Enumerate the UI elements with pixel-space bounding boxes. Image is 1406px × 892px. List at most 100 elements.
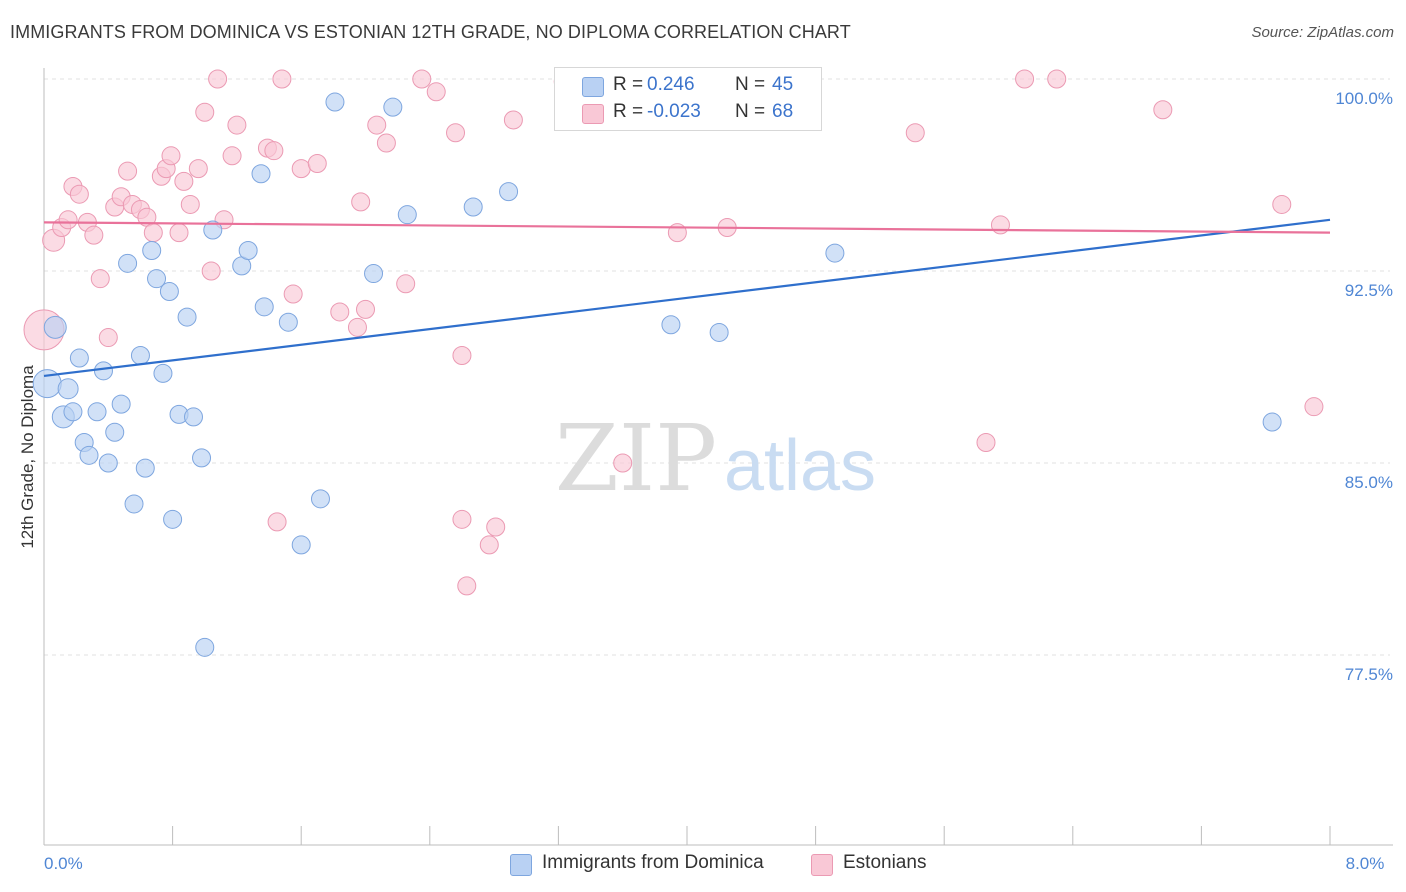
dominica-point [87,402,107,422]
estonians-point [174,171,194,191]
estonians-point [446,123,466,143]
estonians-point [84,225,104,245]
dominica-point [195,637,215,657]
estonians-point [180,194,200,214]
estonians-point [396,274,416,294]
chart-title: IMMIGRANTS FROM DOMINICA VS ESTONIAN 12T… [10,22,851,42]
estonians-point [452,509,472,529]
estonians-point [264,141,284,161]
dominica-point [397,205,417,225]
dominica-point [463,197,483,217]
estonians-point [503,110,523,130]
legend-r-value: 0.246 [647,74,695,95]
estonians-point [222,146,242,166]
dominica-point [383,97,403,117]
legend-r-label: R = [613,101,644,122]
dominica-point [291,535,311,555]
legend-n-value: 68 [772,101,794,122]
legend-row-dominica: R = 0.246 N = 45 [555,74,821,100]
y-tick-label: 85.0% [1345,473,1393,492]
legend-swatch-pink [811,854,833,876]
x-tick-label: 8.0% [1346,854,1385,873]
dominica-trend-line [43,218,1331,378]
estonians-point [208,69,228,89]
dominica-point [130,345,150,365]
y-tick-label: 77.5% [1345,665,1393,684]
dominica-point [499,182,519,202]
legend-n-value: 45 [772,74,794,95]
x-tick-label: 0.0% [44,854,83,873]
estonians-point [267,512,287,532]
dominica-point [63,402,83,422]
trend-layer [43,218,1331,378]
y-tick-label: 92.5% [1345,281,1393,300]
estonians-point [90,269,110,289]
estonians-point [283,284,303,304]
estonians-point [69,184,89,204]
estonians-point [905,123,925,143]
estonians-point [367,115,387,135]
axes [43,68,1393,846]
dominica-point [118,253,138,273]
dominica-point [159,281,179,301]
dominica-point [69,348,89,368]
dominica-point [364,264,384,284]
estonians-point [486,517,506,537]
dominica-point [709,322,729,342]
dominica-point [661,315,681,335]
legend-r-value: -0.023 [647,101,701,122]
estonians-point [412,69,432,89]
estonians-point [307,153,327,173]
dominica-point [177,307,197,327]
dominica-point [203,220,223,240]
estonians-point [479,535,499,555]
dominica-point [135,458,155,478]
estonians-point [169,223,189,243]
estonians-point [351,192,371,212]
estonians-point [376,133,396,153]
legend-n-label: N = [735,101,766,122]
legend-swatch-blue [582,77,604,97]
legend-label: Immigrants from Dominica [542,852,764,873]
watermark-zip: ZIP [555,405,717,512]
dominica-point [163,509,183,529]
dominica-point [57,378,79,400]
estonians-point [457,576,477,596]
dominica-point [93,361,113,381]
dominica-point [254,297,274,317]
source-credit: Source: ZipAtlas.com [1251,24,1394,41]
estonians-point [1304,397,1324,417]
dominica-point [825,243,845,263]
dominica-point [310,489,330,509]
estonians-point [1153,100,1173,120]
dominica-point [43,315,67,339]
estonians-trend-line [43,221,1331,234]
estonians-point [143,223,163,243]
estonians-point [330,302,350,322]
estonians-point [1272,194,1292,214]
dominica-point [153,363,173,383]
estonians-point [227,115,247,135]
estonians-point [976,433,996,453]
estonians-point [1015,69,1035,89]
stats-legend: R = 0.246 N = 45 R = -0.023 N = 68 [554,67,822,131]
estonians-point [452,345,472,365]
estonians-point [118,161,138,181]
estonians-point [613,453,633,473]
legend-row-estonians: R = -0.023 N = 68 [555,101,821,127]
estonians-point [990,215,1010,235]
dominica-point [147,269,167,289]
dominica-point [251,164,271,184]
legend-label: Estonians [843,852,927,873]
legend-r-label: R = [613,74,644,95]
dominica-point [98,453,118,473]
estonians-point [347,317,367,337]
dominica-point [192,448,212,468]
series-layer [23,69,1324,657]
dominica-point [105,422,125,442]
estonians-point [356,299,375,319]
dominica-point [238,241,258,261]
tick-labels: 100.0% 92.5% 85.0% 77.5% 0.0% 8.0% [44,89,1393,873]
dominica-point [124,494,144,514]
